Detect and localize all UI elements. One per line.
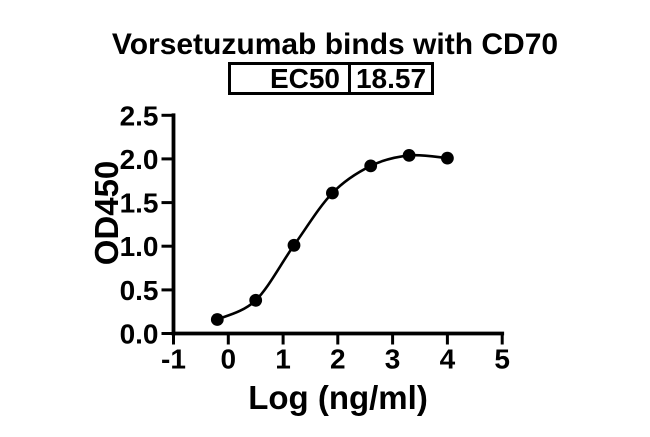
- data-point: [287, 238, 301, 252]
- fit-curve: [216, 153, 448, 321]
- data-point: [326, 186, 339, 200]
- y-tick-label: 0.0: [120, 319, 159, 350]
- ec50-table-value: 18.57: [348, 65, 431, 93]
- data-point: [364, 159, 378, 173]
- x-axis-title: Log (ng/ml): [248, 379, 428, 416]
- x-tick-label: 5: [494, 344, 510, 375]
- y-tick-label: 1.0: [120, 231, 159, 262]
- x-tick-label: 4: [440, 344, 456, 375]
- x-tick-label: 0: [221, 344, 237, 375]
- y-tick-label: 1.5: [120, 188, 159, 219]
- x-tick-label: -1: [161, 344, 186, 375]
- data-point: [249, 293, 263, 307]
- x-tick-label: 2: [330, 344, 346, 375]
- x-tick-label: 1: [275, 344, 291, 375]
- x-tick-label: 3: [385, 344, 401, 375]
- ec50-table-label: EC50: [269, 63, 340, 94]
- chart-title: Vorsetuzumab binds with CD70: [111, 28, 559, 61]
- ec50-table: EC50 18.57: [228, 62, 434, 95]
- y-tick-label: 2.5: [120, 100, 159, 131]
- y-tick-label: 2.0: [120, 144, 159, 175]
- y-axis-title: OD450: [88, 160, 125, 266]
- data-point: [441, 151, 454, 165]
- data-point: [402, 149, 416, 162]
- y-tick-label: 0.5: [120, 275, 159, 306]
- data-point: [210, 313, 224, 326]
